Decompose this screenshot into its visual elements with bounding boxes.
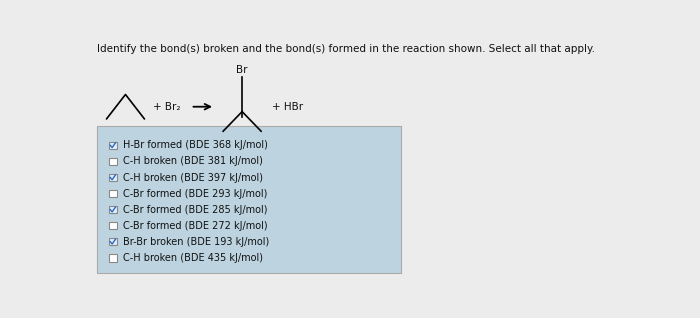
Text: C-H broken (BDE 397 kJ/mol): C-H broken (BDE 397 kJ/mol) xyxy=(123,172,263,183)
Bar xyxy=(109,158,117,165)
Bar xyxy=(109,206,117,213)
Text: Br-Br broken (BDE 193 kJ/mol): Br-Br broken (BDE 193 kJ/mol) xyxy=(123,237,270,247)
Text: C-Br formed (BDE 285 kJ/mol): C-Br formed (BDE 285 kJ/mol) xyxy=(123,205,267,215)
Bar xyxy=(109,174,117,181)
Text: C-Br formed (BDE 272 kJ/mol): C-Br formed (BDE 272 kJ/mol) xyxy=(123,221,267,231)
Bar xyxy=(109,254,117,261)
Bar xyxy=(109,238,117,245)
FancyBboxPatch shape xyxy=(97,126,401,273)
Text: Identify the bond(s) broken and the bond(s) formed in the reaction shown. Select: Identify the bond(s) broken and the bond… xyxy=(97,44,595,54)
Text: + Br₂: + Br₂ xyxy=(153,102,180,112)
Text: + HBr: + HBr xyxy=(272,102,303,112)
Text: C-H broken (BDE 435 kJ/mol): C-H broken (BDE 435 kJ/mol) xyxy=(123,253,263,263)
Text: Br: Br xyxy=(237,65,248,75)
Bar xyxy=(109,142,117,149)
Text: C-H broken (BDE 381 kJ/mol): C-H broken (BDE 381 kJ/mol) xyxy=(123,156,263,166)
Bar xyxy=(109,190,117,197)
Text: H-Br formed (BDE 368 kJ/mol): H-Br formed (BDE 368 kJ/mol) xyxy=(123,140,268,150)
Bar xyxy=(109,222,117,229)
Text: C-Br formed (BDE 293 kJ/mol): C-Br formed (BDE 293 kJ/mol) xyxy=(123,189,267,198)
